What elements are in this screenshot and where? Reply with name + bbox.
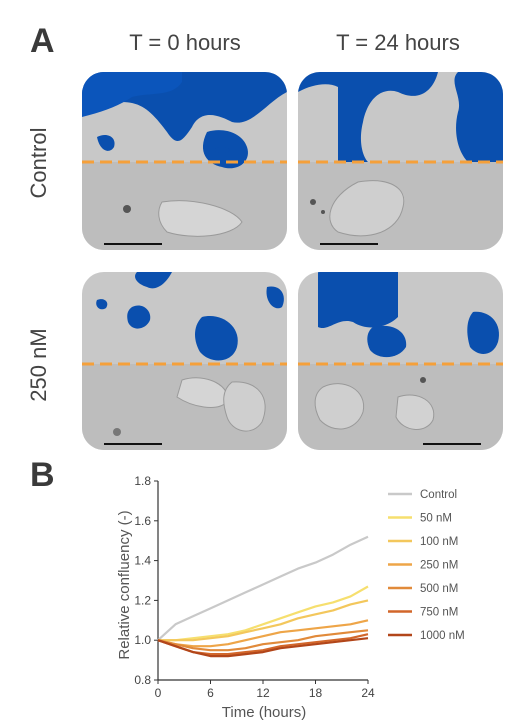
column-header-t0: T = 0 hours — [129, 30, 241, 55]
y-tick-label: 1.6 — [134, 514, 151, 528]
legend-label: 250 nM — [420, 560, 458, 572]
series-line-500-nm — [157, 629, 369, 652]
series-line-100-nm — [158, 599, 369, 642]
x-tick-label: 24 — [361, 686, 375, 700]
legend-label: 100 nM — [420, 536, 458, 548]
y-axis-label: Relative confluency (-) — [116, 510, 133, 659]
y-tick-label: 1.2 — [134, 593, 151, 607]
row-header-control: Control — [26, 127, 51, 199]
legend-label: 1000 nM — [420, 630, 465, 642]
legend-label: 500 nM — [420, 583, 458, 595]
confluency-line-chart: 0.8 1.0 1.2 1.4 1.6 1.8 0 6 12 18 24 Control 50 nM 1… — [116, 474, 465, 721]
y-tick-label: 1.0 — [134, 633, 151, 647]
series-line-control — [157, 535, 369, 642]
y-tick-label: 1.8 — [134, 474, 151, 488]
micrograph-control-t24 — [298, 72, 503, 250]
y-tick-label: 0.8 — [134, 673, 151, 687]
micrograph-250nm-t0 — [82, 272, 287, 450]
x-axis-label: Time (hours) — [222, 704, 306, 721]
row-header-250nm: 250 nM — [26, 328, 51, 402]
legend-label: 50 nM — [420, 513, 452, 525]
column-header-t24: T = 24 hours — [336, 30, 460, 55]
micrograph-control-t0 — [82, 72, 287, 250]
panel-letter-a: A — [30, 22, 55, 60]
x-tick-label: 0 — [155, 686, 162, 700]
series-line-1000-nm — [157, 637, 369, 658]
legend-label: 750 nM — [420, 607, 458, 619]
series-line-50-nm — [158, 585, 369, 642]
panel-letter-b: B — [30, 456, 55, 494]
legend-label: Control — [420, 489, 457, 501]
y-tick-label: 1.4 — [134, 554, 151, 568]
x-tick-label: 12 — [256, 686, 270, 700]
series-line-250-nm — [157, 619, 369, 648]
x-tick-label: 18 — [309, 686, 323, 700]
micrograph-250nm-t24 — [298, 272, 503, 450]
x-tick-label: 6 — [207, 686, 214, 700]
